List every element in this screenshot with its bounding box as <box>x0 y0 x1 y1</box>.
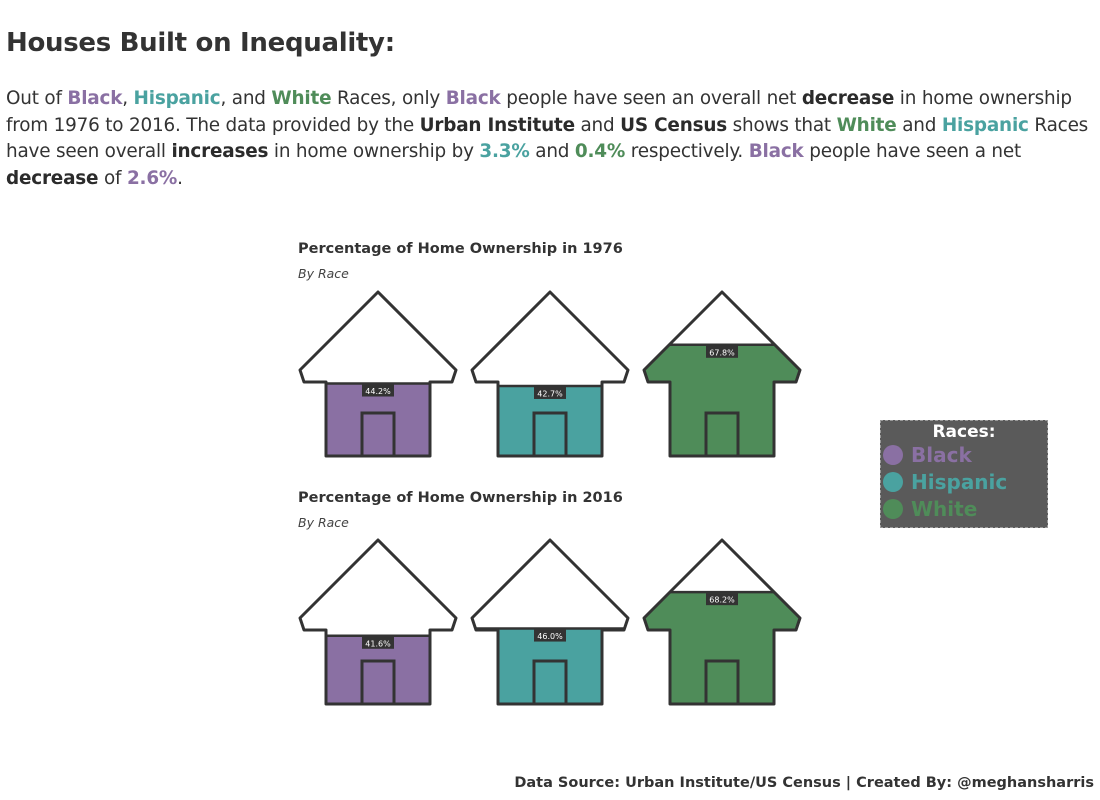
intro-decrease: decrease <box>801 88 895 109</box>
page-title: Houses Built on Inequality: <box>6 28 395 58</box>
data-label-white: 68.2% <box>709 596 735 605</box>
intro-us-census: US Census <box>620 114 727 136</box>
intro-text: people have seen a net <box>803 141 1022 162</box>
chart-title-2016: Percentage of Home Ownership in 2016 <box>298 490 623 506</box>
data-label-hispanic: 42.7% <box>537 389 563 398</box>
intro-text: people have seen an overall net <box>500 88 802 109</box>
house-black-0: 44.2% <box>298 290 458 458</box>
intro-text: of <box>98 167 127 189</box>
data-label-black: 41.6% <box>365 639 391 648</box>
house-fill-white <box>644 344 800 456</box>
intro-black: Black <box>445 88 501 109</box>
house-fill-white <box>644 592 800 704</box>
intro-text: in home ownership from 1976 to 2016. The… <box>6 88 1072 136</box>
house-white-1: 68.2% <box>642 538 802 706</box>
house-door <box>532 411 568 458</box>
intro-white: White <box>271 88 332 109</box>
intro-hispanic: Hispanic <box>941 114 1029 136</box>
legend-item-hispanic: Hispanic <box>883 469 1007 495</box>
legend: Races: Black Hispanic White <box>880 420 1048 528</box>
intro-text: and <box>529 141 575 162</box>
legend-label-hispanic: Hispanic <box>911 470 1008 494</box>
intro-pct-white: 0.4% <box>574 141 626 162</box>
data-label-bg <box>706 593 738 606</box>
chart-subtitle-1976: By Race <box>298 266 349 281</box>
data-label-black: 44.2% <box>365 387 391 396</box>
footer-credits: Data Source: Urban Institute/US Census |… <box>514 775 1094 791</box>
house-white-0: 67.8% <box>642 290 802 458</box>
data-label-bg <box>362 384 394 397</box>
intro-decrease: decrease <box>6 167 99 189</box>
intro-text: respectively. <box>625 141 749 162</box>
house-door <box>360 659 396 706</box>
houses-chart-1976: 44.2% 42.7% 67.8% <box>298 290 802 458</box>
data-label-bg <box>534 386 566 399</box>
intro-text: shows that <box>726 114 837 136</box>
intro-text: in home ownership by <box>268 141 480 162</box>
intro-paragraph: Out of Black, Hispanic, and White Races,… <box>6 86 1096 192</box>
houses-chart-2016: 41.6% 46.0% 68.2% <box>298 538 802 706</box>
house-black-1: 41.6% <box>298 538 458 706</box>
data-label-bg <box>706 345 738 358</box>
chart-title-1976: Percentage of Home Ownership in 1976 <box>298 241 623 257</box>
legend-label-white: White <box>911 497 978 521</box>
house-door <box>360 411 396 458</box>
legend-item-white: White <box>883 496 977 522</box>
data-label-bg <box>362 636 394 649</box>
house-door <box>532 659 568 706</box>
intro-text: Races, only <box>331 88 446 109</box>
intro-black: Black <box>67 88 123 109</box>
data-label-white: 67.8% <box>709 348 735 357</box>
intro-text: . <box>177 167 183 189</box>
intro-increases: increases <box>171 141 269 162</box>
data-label-bg <box>534 629 566 642</box>
legend-label-black: Black <box>911 443 972 467</box>
legend-swatch-black <box>883 445 903 465</box>
intro-white: White <box>836 114 897 136</box>
intro-pct-hispanic: 3.3% <box>479 141 530 162</box>
intro-text: Races have seen overall <box>6 114 1089 163</box>
intro-black: Black <box>748 141 804 162</box>
intro-text: , and <box>220 88 272 109</box>
intro-text: Out of <box>6 88 68 109</box>
intro-hispanic: Hispanic <box>133 88 221 109</box>
house-hispanic-0: 42.7% <box>470 290 630 458</box>
intro-text: and <box>574 114 621 136</box>
legend-swatch-hispanic <box>883 472 903 492</box>
legend-title: Races: <box>932 422 996 442</box>
legend-item-black: Black <box>883 442 972 468</box>
intro-urban-institute: Urban Institute <box>419 114 575 136</box>
intro-text: and <box>896 114 942 136</box>
house-door <box>704 411 740 458</box>
house-hispanic-1: 46.0% <box>470 538 630 706</box>
chart-subtitle-2016: By Race <box>298 515 349 530</box>
legend-swatch-white <box>883 499 903 519</box>
intro-text: , <box>122 88 134 109</box>
house-door <box>704 659 740 706</box>
intro-pct-black: 2.6% <box>126 167 178 189</box>
data-label-hispanic: 46.0% <box>537 632 563 641</box>
